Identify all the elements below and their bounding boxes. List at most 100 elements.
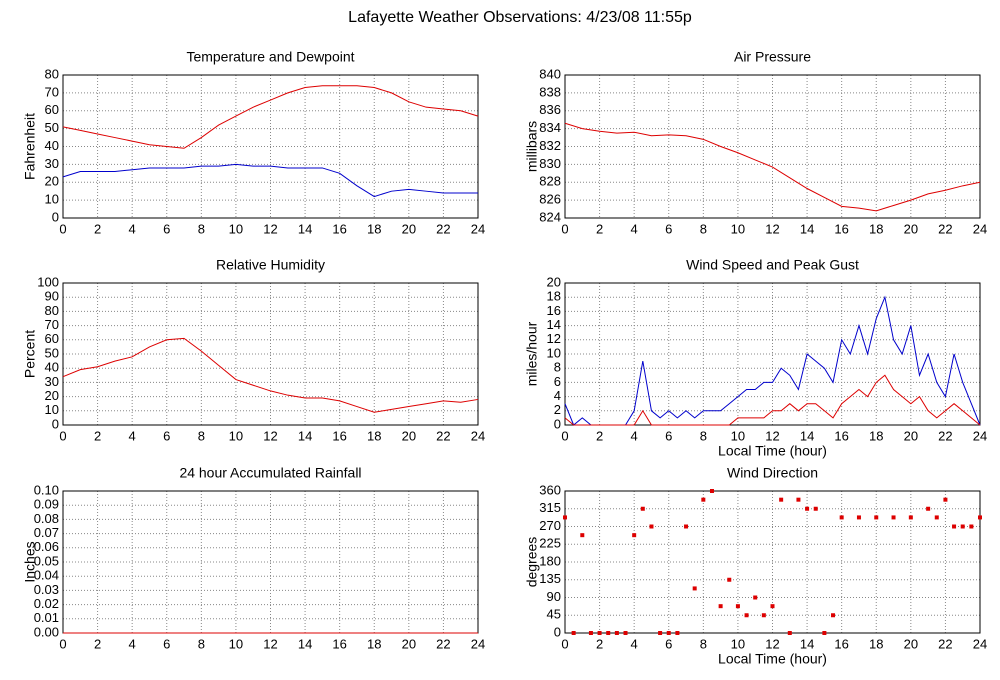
y-tick-label: 834	[539, 120, 561, 135]
y-tick-label: 30	[45, 374, 59, 389]
y-tick-label: 40	[45, 138, 59, 153]
chart-title: 24 hour Accumulated Rainfall	[179, 465, 361, 481]
point	[614, 631, 619, 635]
y-tick-label: 20	[45, 388, 59, 403]
point	[779, 497, 784, 502]
x-tick-label: 6	[163, 428, 170, 443]
y-tick-label: 90	[45, 289, 59, 304]
point	[701, 497, 706, 502]
x-tick-label: 16	[834, 636, 848, 651]
x-tick-label: 14	[800, 221, 814, 236]
point	[943, 497, 948, 502]
point	[770, 604, 775, 609]
y-tick-label: 45	[547, 607, 561, 622]
y-tick-label: 6	[554, 374, 561, 389]
x-tick-label: 12	[765, 636, 779, 651]
x-tick-label: 20	[904, 636, 918, 651]
y-tick-label: 70	[45, 84, 59, 99]
x-tick-label: 8	[198, 636, 205, 651]
x-tick-label: 2	[94, 428, 101, 443]
y-tick-label: 180	[539, 553, 561, 568]
y-tick-label: 50	[45, 345, 59, 360]
x-tick-label: 24	[471, 636, 485, 651]
x-tick-label: 4	[129, 221, 136, 236]
y-tick-label: 20	[45, 174, 59, 189]
x-tick-label: 22	[938, 636, 952, 651]
point	[934, 515, 939, 520]
x-tick-label: 18	[367, 221, 381, 236]
point	[597, 631, 602, 635]
y-tick-label: 270	[539, 518, 561, 533]
point	[874, 515, 879, 520]
y-tick-label: 826	[539, 192, 561, 207]
x-tick-label: 16	[834, 428, 848, 443]
y-tick-label: 315	[539, 500, 561, 515]
y-tick-label: 60	[45, 102, 59, 117]
point	[744, 613, 749, 618]
x-tick-label: 20	[904, 221, 918, 236]
x-tick-label: 18	[869, 636, 883, 651]
plot-frame	[564, 74, 981, 219]
x-tick-label: 10	[731, 221, 745, 236]
y-tick-label: 360	[539, 482, 561, 497]
series-line	[62, 163, 478, 198]
x-tick-label: 2	[596, 221, 603, 236]
x-tick-label: 4	[129, 636, 136, 651]
point	[649, 524, 654, 529]
point	[718, 604, 723, 609]
point	[805, 506, 810, 511]
y-tick-label: 20	[547, 274, 561, 289]
point	[969, 524, 974, 529]
point	[684, 524, 689, 529]
point	[831, 613, 836, 618]
x-tick-label: 12	[263, 221, 277, 236]
point	[978, 515, 982, 520]
x-tick-label: 12	[765, 428, 779, 443]
point	[822, 631, 827, 635]
chart-title: Wind Direction	[727, 465, 818, 481]
x-tick-label: 6	[665, 428, 672, 443]
x-tick-label: 8	[700, 221, 707, 236]
x-axis-label: Local Time (hour)	[718, 443, 827, 459]
plot-frame	[564, 282, 981, 426]
page-title: Lafayette Weather Observations: 4/23/08 …	[348, 9, 692, 26]
y-tick-label: 50	[45, 120, 59, 135]
x-tick-label: 16	[834, 221, 848, 236]
y-tick-label: 0.07	[34, 525, 59, 540]
x-tick-label: 22	[938, 428, 952, 443]
x-tick-label: 16	[332, 221, 346, 236]
x-tick-label: 14	[298, 221, 312, 236]
y-tick-label: 30	[45, 156, 59, 171]
y-tick-label: 824	[539, 209, 561, 224]
series-line	[564, 374, 981, 426]
y-tick-label: 0	[52, 416, 59, 431]
plot-frame	[564, 490, 981, 634]
y-tick-label: 14	[547, 317, 561, 332]
y-tick-label: 0	[554, 416, 561, 431]
point	[606, 631, 611, 635]
y-tick-label: 80	[45, 303, 59, 318]
x-tick-label: 10	[731, 428, 745, 443]
x-tick-label: 20	[402, 428, 416, 443]
y-tick-label: 18	[547, 289, 561, 304]
point	[839, 515, 844, 520]
x-tick-label: 10	[229, 221, 243, 236]
series-line	[564, 295, 981, 426]
x-tick-label: 10	[731, 636, 745, 651]
x-tick-label: 2	[94, 636, 101, 651]
y-tick-label: 10	[45, 192, 59, 207]
y-tick-label: 838	[539, 84, 561, 99]
x-tick-label: 18	[367, 428, 381, 443]
x-tick-label: 24	[973, 428, 987, 443]
x-tick-label: 22	[436, 636, 450, 651]
point	[571, 631, 576, 635]
x-tick-label: 12	[263, 428, 277, 443]
y-tick-label: 60	[45, 331, 59, 346]
plot-frame	[62, 74, 479, 219]
x-tick-label: 20	[402, 221, 416, 236]
y-axis-label: miles/hour	[524, 321, 540, 386]
x-tick-label: 4	[631, 221, 638, 236]
y-tick-label: 828	[539, 174, 561, 189]
y-tick-label: 0.08	[34, 511, 59, 526]
y-tick-label: 2	[554, 402, 561, 417]
